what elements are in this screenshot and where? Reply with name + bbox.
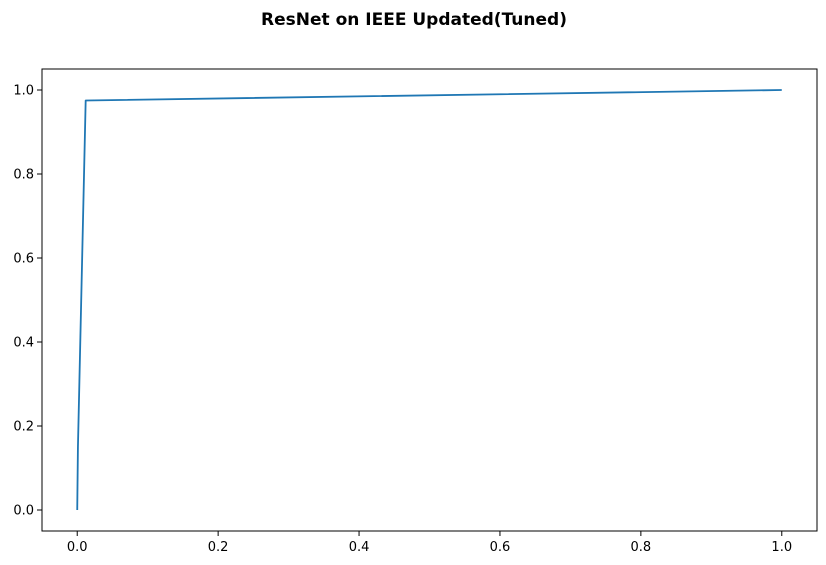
plot-frame — [41, 68, 818, 532]
series-layer — [76, 89, 782, 511]
series-line — [76, 89, 782, 511]
x-tick-label: 0.2 — [208, 540, 229, 555]
x-tick-label: 0.6 — [490, 540, 511, 555]
x-tick-label: 1.0 — [771, 540, 792, 555]
y-tick-label: 0.8 — [13, 168, 34, 183]
y-tick-label: 1.0 — [13, 84, 34, 99]
y-tick-label: 0.0 — [13, 504, 34, 519]
y-tick-label: 0.2 — [13, 420, 34, 435]
y-axis: 0.0 0.2 0.4 0.6 0.8 1.0 — [13, 84, 42, 519]
y-tick-label: 0.4 — [13, 336, 34, 351]
x-tick-label: 0.8 — [631, 540, 652, 555]
chart-title: ResNet on IEEE Updated(Tuned) — [261, 10, 567, 30]
x-tick-label: 0.4 — [349, 540, 370, 555]
y-tick-label: 0.6 — [13, 252, 34, 267]
x-axis: 0.0 0.2 0.4 0.6 0.8 1.0 — [67, 531, 792, 555]
x-tick-label: 0.0 — [67, 540, 88, 555]
